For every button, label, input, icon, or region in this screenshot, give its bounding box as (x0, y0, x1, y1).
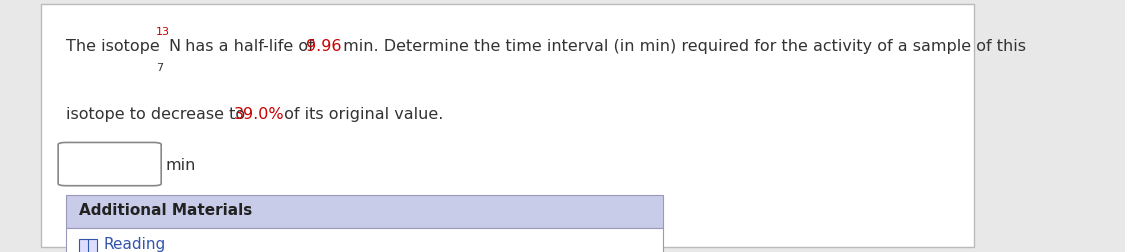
Text: has a half-life of: has a half-life of (180, 39, 318, 53)
Text: 7: 7 (156, 62, 163, 73)
Text: The isotope: The isotope (66, 39, 165, 53)
FancyBboxPatch shape (79, 239, 97, 252)
Text: 13: 13 (156, 27, 170, 37)
Text: of its original value.: of its original value. (279, 107, 443, 121)
Text: isotope to decrease to: isotope to decrease to (66, 107, 251, 121)
Text: N: N (169, 39, 181, 53)
Text: min. Determine the time interval (in min) required for the activity of a sample : min. Determine the time interval (in min… (338, 39, 1026, 53)
Text: 39.0%: 39.0% (233, 107, 284, 121)
Text: Reading: Reading (104, 236, 165, 250)
FancyBboxPatch shape (66, 228, 663, 252)
FancyBboxPatch shape (58, 143, 161, 186)
Text: min: min (165, 157, 196, 172)
Text: Additional Materials: Additional Materials (79, 202, 252, 217)
Text: 9.96: 9.96 (306, 39, 341, 53)
FancyBboxPatch shape (66, 195, 663, 228)
FancyBboxPatch shape (40, 5, 974, 247)
